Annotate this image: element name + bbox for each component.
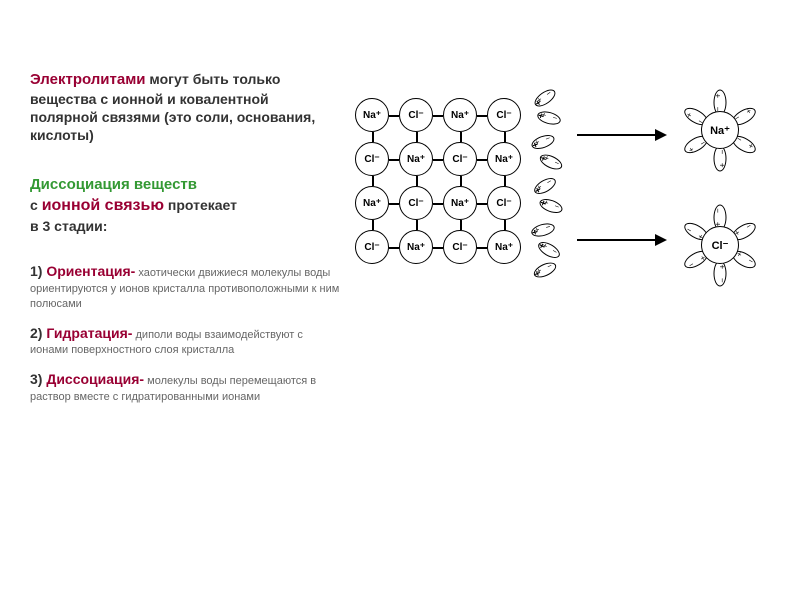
water-dipole: +− <box>536 239 563 261</box>
lattice-ion: Na⁺ <box>487 142 521 176</box>
lattice-bond <box>389 159 399 161</box>
dissociation-heading: Диссоциация веществ с ионной связью прот… <box>30 174 340 237</box>
lattice-bond <box>372 132 374 142</box>
lattice-ion: Cl⁻ <box>443 142 477 176</box>
central-ion: Na⁺ <box>701 111 739 149</box>
lattice-bond <box>433 203 443 205</box>
lattice-bond <box>433 159 443 161</box>
lattice-bond <box>433 115 443 117</box>
central-ion: Cl⁻ <box>701 226 739 264</box>
water-dipole: +− <box>536 109 562 127</box>
lattice-ion: Na⁺ <box>399 230 433 264</box>
arrow-icon <box>577 125 669 145</box>
water-dipole: +− <box>532 175 559 197</box>
lattice-bond <box>477 159 487 161</box>
water-dipole: +− <box>532 259 559 280</box>
lattice-ion: Cl⁻ <box>399 186 433 220</box>
arrow-icon <box>577 230 669 250</box>
lattice-ion: Na⁺ <box>443 186 477 220</box>
lattice-ion: Cl⁻ <box>355 230 389 264</box>
lattice-bond <box>460 176 462 186</box>
dissociation-title: Диссоциация веществ <box>30 176 197 193</box>
lattice-bond <box>416 176 418 186</box>
lattice-ion: Cl⁻ <box>443 230 477 264</box>
lattice-bond <box>460 220 462 230</box>
lattice-ion: Cl⁻ <box>487 98 521 132</box>
lattice-bond <box>477 247 487 249</box>
lattice-bond <box>416 220 418 230</box>
dissociation-diagram: Na⁺ Cl⁻ Na⁺ Cl⁻ Cl⁻ Na⁺ Cl⁻ Na⁺ Na⁺ Cl⁻ Na⁺ Cl⁻ Cl⁻ N… <box>355 90 785 310</box>
electrolyte-word: Электролитами <box>30 71 146 88</box>
stages-list: 1) Ориентация- хаотически движиеся молек… <box>30 262 340 404</box>
hydrated-ion: −+−+−+−+−+−+Na⁺ <box>701 111 739 149</box>
lattice-bond <box>389 247 399 249</box>
lattice-ion: Cl⁻ <box>399 98 433 132</box>
ionic-bond: ионной связью <box>42 197 164 214</box>
lattice-bond <box>477 203 487 205</box>
lattice-ion: Na⁺ <box>355 98 389 132</box>
water-dipole: +− <box>530 221 556 239</box>
lattice-ion: Na⁺ <box>487 230 521 264</box>
lattice-bond <box>504 176 506 186</box>
water-dipole: +− <box>538 151 565 172</box>
lattice-bond <box>389 115 399 117</box>
lattice-bond <box>372 220 374 230</box>
water-dipole: +− <box>538 196 565 215</box>
lattice-bond <box>416 132 418 142</box>
lattice-ion: Cl⁻ <box>487 186 521 220</box>
lattice-ion: Cl⁻ <box>355 142 389 176</box>
water-dipole: +− <box>530 132 557 151</box>
lattice-bond <box>460 132 462 142</box>
lattice-bond <box>433 247 443 249</box>
hydrated-ion: +−+−+−+−+−+−Cl⁻ <box>701 226 739 264</box>
lattice-ion: Na⁺ <box>399 142 433 176</box>
lattice-bond <box>504 220 506 230</box>
lattice-bond <box>477 115 487 117</box>
lattice-bond <box>372 176 374 186</box>
lattice-bond <box>389 203 399 205</box>
lattice-ion: Na⁺ <box>443 98 477 132</box>
lattice-ion: Na⁺ <box>355 186 389 220</box>
electrolyte-definition: Электролитами могут быть только вещества… <box>30 70 340 144</box>
lattice-bond <box>504 132 506 142</box>
water-dipole: +− <box>532 86 559 110</box>
stage-1: 1) Ориентация- хаотически движиеся молек… <box>30 262 340 312</box>
stage-3: 3) Диссоциация- молекулы воды перемещают… <box>30 370 340 404</box>
stage-2: 2) Гидратация- диполи воды взаимодейству… <box>30 324 340 358</box>
